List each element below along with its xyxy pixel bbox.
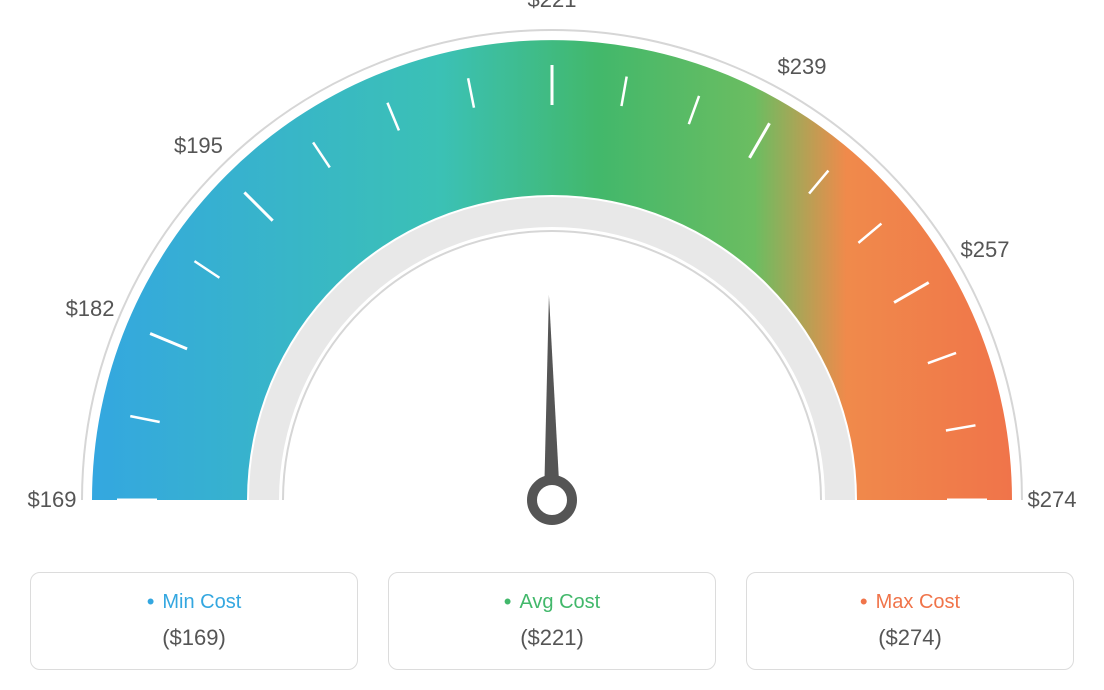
cost-gauge: $169 $182 $195 $221 $239 $257 $274 <box>22 0 1082 560</box>
max-cost-value: ($274) <box>757 625 1063 651</box>
gauge-tick-label: $274 <box>1028 487 1077 513</box>
gauge-tick-label: $195 <box>174 133 223 159</box>
gauge-tick-label: $221 <box>528 0 577 13</box>
min-cost-value: ($169) <box>41 625 347 651</box>
gauge-tick-label: $239 <box>778 54 827 80</box>
gauge-tick-label: $182 <box>66 296 115 322</box>
min-cost-card: Min Cost ($169) <box>30 572 358 670</box>
gauge-svg <box>22 0 1082 560</box>
max-cost-card: Max Cost ($274) <box>746 572 1074 670</box>
max-cost-label: Max Cost <box>757 589 1063 615</box>
avg-cost-value: ($221) <box>399 625 705 651</box>
min-cost-label: Min Cost <box>41 589 347 615</box>
avg-cost-card: Avg Cost ($221) <box>388 572 716 670</box>
gauge-tick-label: $169 <box>28 487 77 513</box>
avg-cost-label: Avg Cost <box>399 589 705 615</box>
summary-cards: Min Cost ($169) Avg Cost ($221) Max Cost… <box>0 572 1104 670</box>
gauge-tick-label: $257 <box>961 237 1010 263</box>
